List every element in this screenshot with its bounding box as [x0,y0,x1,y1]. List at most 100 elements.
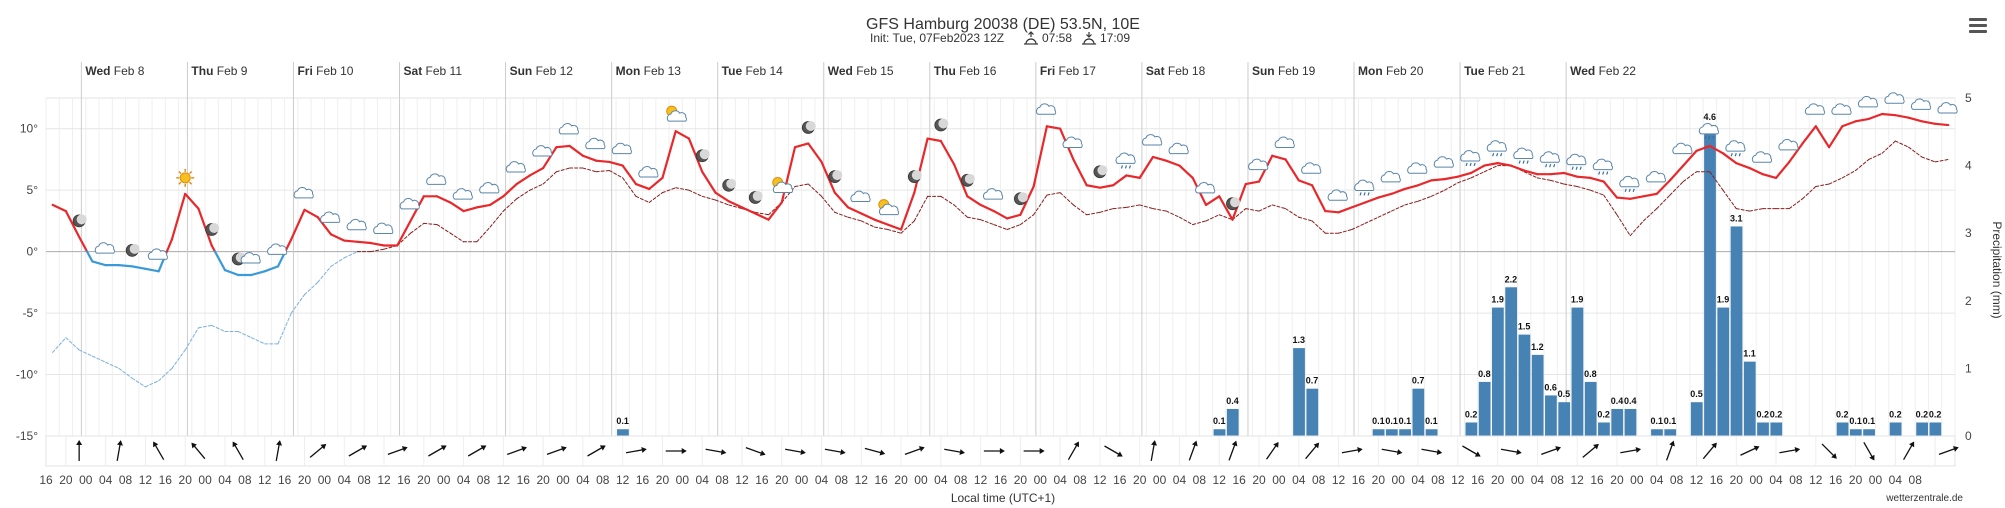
menu-icon[interactable] [1969,18,1987,34]
temperature-line [740,206,757,215]
x-tick-label: 04 [1292,473,1306,487]
day-date: Feb 15 [856,64,894,78]
day-name: Wed [85,64,113,78]
dewpoint-line [1815,183,1830,187]
dewpoint-line [304,281,319,296]
cloud-shape [1592,158,1613,171]
temperature-line [793,142,810,149]
temperature-line [1112,174,1128,187]
cloud-shape [1142,134,1163,146]
x-tick-label: 08 [1073,473,1087,487]
day-name: Sun [510,64,536,78]
cloud-shape [1433,156,1454,168]
arrow-head [1711,442,1717,449]
cloud-icon [240,252,261,264]
precip-bar [1863,429,1875,436]
temperature-line [1045,125,1062,130]
rain-drop [1496,152,1499,157]
precip-label: 0.2 [1929,409,1942,419]
rain-drop [1712,135,1715,140]
wind-arrow [76,440,83,461]
temperature-line [913,137,929,194]
arrow-head [440,445,447,451]
dewpoint-line [1921,156,1936,163]
temperature-line [1470,164,1486,175]
x-tick-label: 20 [536,473,550,487]
dewpoint-line [1311,220,1326,234]
cloud-shape [1672,142,1693,155]
sunrise-time: 07:58 [1042,31,1072,45]
temperature-line [1549,171,1566,176]
rain-drop [1553,164,1556,168]
moon-shine [129,243,140,254]
temperature-line [767,201,783,221]
dewpoint-line [290,294,306,314]
arrow-head [1039,448,1045,454]
moon-icon [1093,165,1108,179]
dewpoint-line [1470,171,1485,179]
temperature-line [1801,125,1817,145]
dewpoint-line [1616,214,1631,237]
cloud-shape [1751,151,1773,163]
temperature-line [846,206,863,215]
x-tick-label: 16 [517,473,531,487]
temperature-line [1284,158,1300,182]
x-tick-label: 08 [954,473,968,487]
wind-arrow [1305,442,1320,460]
arrow-head [361,445,368,451]
temperature-line [568,144,585,157]
x-tick-label: 08 [715,473,729,487]
x-tick-label: 16 [159,473,173,487]
dewpoint-line [502,198,518,212]
dewpoint-line [608,170,624,179]
day-name: Thu [191,64,216,78]
rain-drop [1545,164,1548,168]
day-label: Mon Feb 13 [616,64,682,78]
cloud-shape [505,161,526,173]
dewpoint-line [1377,210,1393,218]
dewpoint-line [1430,189,1446,197]
x-tick-label: 04 [1889,473,1903,487]
rain-drop [1500,152,1503,157]
dewpoint-line [953,204,968,218]
rain-drop [1120,165,1124,169]
precip-label: 0.5 [1558,389,1571,399]
day-label: Sun Feb 19 [1252,64,1316,78]
x-tick-label: 08 [596,473,610,487]
dewpoint-line [1205,214,1220,222]
precip-bar [1213,429,1226,436]
dewpoint-line [1881,140,1896,154]
day-label: Wed Feb 8 [85,64,144,78]
precip-label: 0.1 [1849,416,1862,426]
x-tick-label: 00 [1034,473,1048,487]
x-tick-label: 04 [934,473,948,487]
arrow-head [1151,440,1157,446]
cloud-icon [850,190,871,203]
day-date: Feb 14 [745,64,783,78]
cloud-icon [1884,92,1905,104]
wind-arrow [507,446,527,456]
cloud-icon [147,248,168,260]
precip-bar [1478,381,1491,436]
y-tick-label: 5° [27,183,39,197]
temperature-line [449,201,465,213]
arrow-head [599,445,606,451]
precip-label: 0.1 [616,416,629,426]
rain-drop [1624,188,1627,192]
moon-icon [125,243,140,257]
dewpoint-line [834,211,849,218]
y2-tick-label: 1 [1965,361,1972,375]
dewpoint-line [105,361,120,369]
precip-label: 0.5 [1690,389,1703,399]
x-tick-label: 08 [477,473,491,487]
temperature-line [197,207,213,247]
precip-label: 0.8 [1584,369,1597,379]
x-tick-label: 00 [1511,473,1525,487]
y-tick-label: 10° [20,122,38,136]
arrow-head [1436,449,1443,455]
sun-ray [178,181,182,185]
x-tick-label: 04 [1769,473,1783,487]
y2-axis-title: Precipitation (mm) [1990,221,2004,318]
dewpoint-line [1788,198,1804,210]
rain-drop [1473,162,1476,167]
